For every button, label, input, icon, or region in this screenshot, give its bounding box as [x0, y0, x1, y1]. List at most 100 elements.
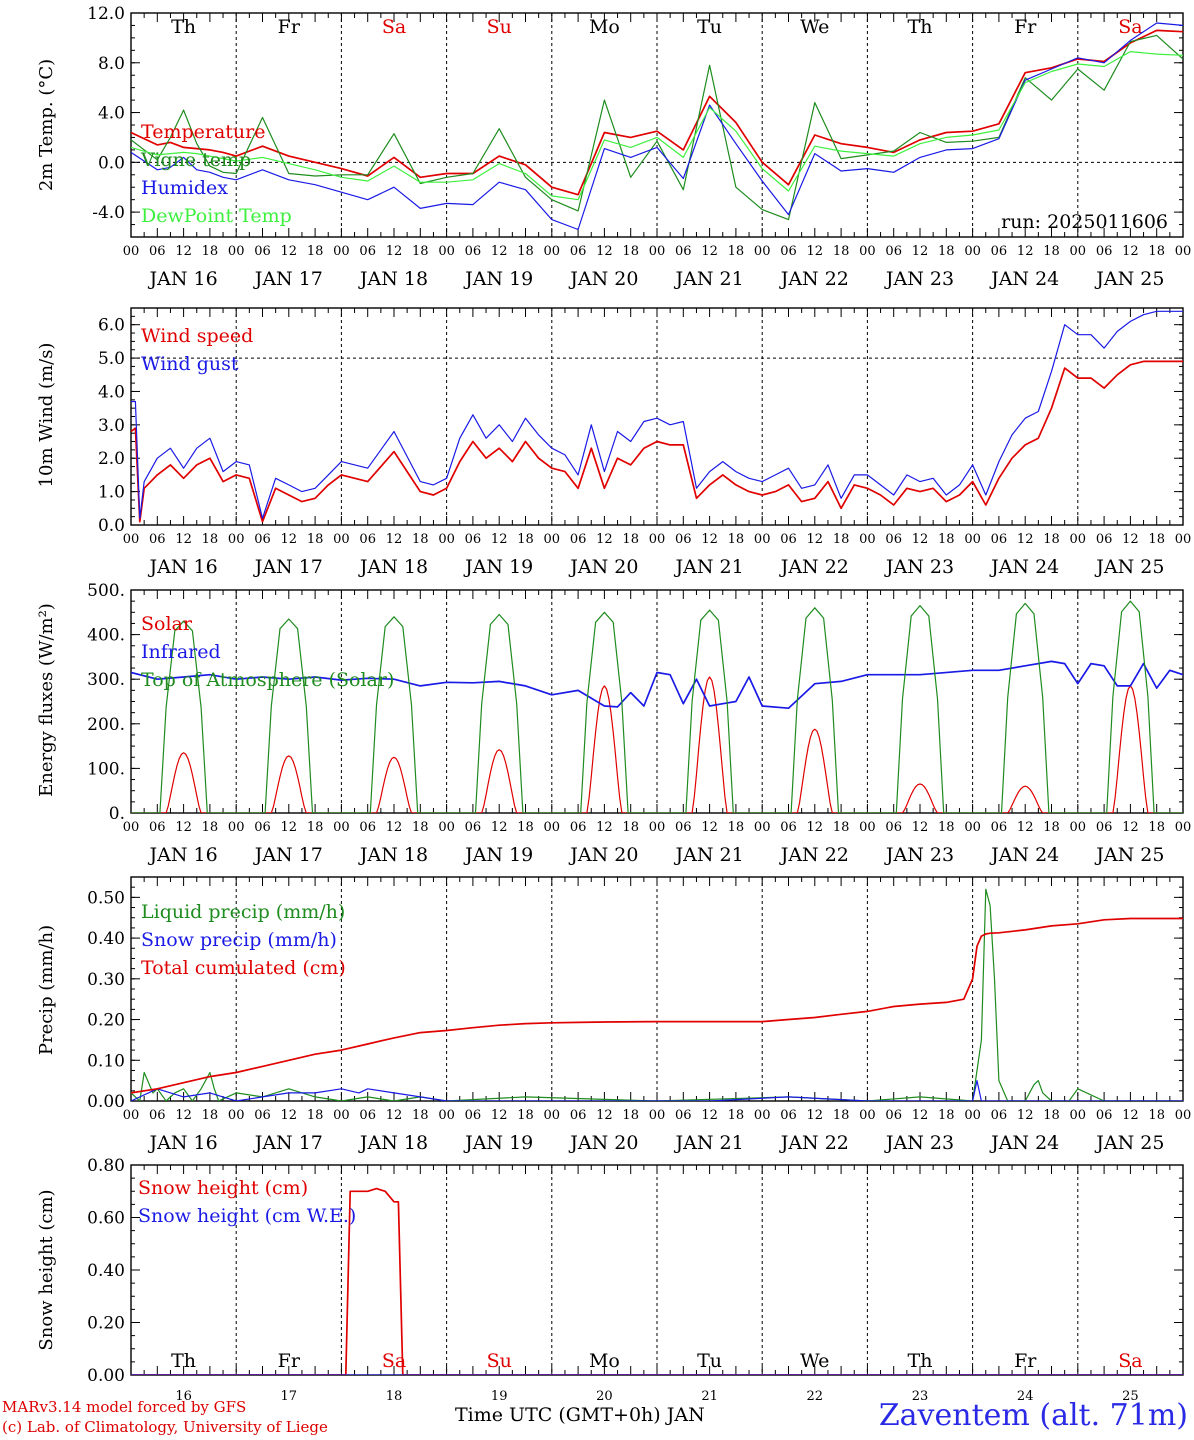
- hour-tick-label: 00: [964, 244, 981, 259]
- hour-tick-label: 12: [175, 820, 192, 835]
- station-label: Zaventem (alt. 71m): [878, 1398, 1188, 1433]
- hour-tick-label: 00: [123, 532, 140, 547]
- hour-tick-label: 00: [964, 820, 981, 835]
- panel-4: 0.00 0.10 0.20 0.30 0.40 0.50 Precip (mm/h) 00 0…: [36, 876, 1192, 1154]
- weekday-label: Th: [908, 16, 933, 38]
- hour-tick-label: 06: [149, 244, 166, 259]
- day-label: JAN 20: [568, 556, 638, 578]
- legend-entry: Snow height (cm): [138, 1177, 308, 1199]
- hour-tick-label: 12: [912, 1108, 929, 1123]
- hour-tick-label: 00: [649, 820, 666, 835]
- weekday-label: We: [800, 16, 829, 38]
- series-line-total-cumulated-cm-: [131, 917, 1183, 1094]
- panel-3: 0. 100. 200. 300. 400. 500. Energy fluxes (W/m…: [36, 581, 1191, 866]
- hour-tick-label: 12: [491, 1108, 508, 1123]
- hour-tick-label: 00: [964, 532, 981, 547]
- day-label: JAN 23: [884, 268, 954, 290]
- legend-entry: Vigne temp: [140, 149, 251, 171]
- hour-tick-label: 18: [202, 244, 219, 259]
- y-tick-label: 0.20: [87, 1011, 125, 1031]
- hour-tick-label: 12: [386, 1108, 403, 1123]
- hour-tick-label: 00: [859, 532, 876, 547]
- hour-tick-label: 00: [859, 1108, 876, 1123]
- hour-tick-label: 12: [281, 532, 298, 547]
- hour-tick-label: 06: [254, 1108, 271, 1123]
- plot-frame: [130, 589, 1184, 814]
- y-tick-label: 0.0: [98, 516, 125, 536]
- y-tick-label: 0.50: [87, 888, 125, 908]
- day-number-label: 25: [1122, 1389, 1139, 1404]
- day-label: JAN 18: [358, 844, 428, 866]
- hour-tick-label: 06: [991, 244, 1008, 259]
- hour-tick-label: 00: [333, 1108, 350, 1123]
- hour-tick-label: 00: [1175, 1108, 1192, 1123]
- series-group: [131, 1187, 1183, 1375]
- y-tick-label: 0.10: [87, 1051, 125, 1071]
- hour-tick-label: 12: [596, 244, 613, 259]
- legend-entry: Snow precip (mm/h): [141, 929, 337, 951]
- weekday-label: Th: [908, 1350, 933, 1372]
- hour-tick-label: 18: [307, 244, 324, 259]
- hour-tick-label: 06: [570, 1108, 587, 1123]
- panel-2: 0.0 1.0 2.0 3.0 4.0 5.0 6.0 10m Wind (m/s) 00 06 1…: [36, 307, 1191, 578]
- hour-tick-label: 18: [938, 244, 955, 259]
- weekday-label: Th: [171, 1350, 196, 1372]
- hour-tick-label: 12: [1017, 820, 1034, 835]
- hour-tick-label: 00: [228, 1108, 245, 1123]
- series-line-snow-precip-mm-h-: [131, 1080, 1183, 1101]
- hour-tick-label: 00: [754, 820, 771, 835]
- day-label: JAN 22: [779, 556, 849, 578]
- hour-tick-label: 00: [438, 820, 455, 835]
- y-tick-label: 0.60: [87, 1209, 125, 1229]
- y-tick-label: 100.: [87, 759, 125, 779]
- day-label: JAN 23: [884, 1132, 954, 1154]
- hour-tick-label: 06: [675, 820, 692, 835]
- hour-tick-label: 06: [465, 244, 482, 259]
- legend-entry: Wind gust: [141, 353, 239, 375]
- hour-tick-label: 18: [202, 1108, 219, 1123]
- hour-tick-label: 06: [675, 532, 692, 547]
- day-label: JAN 18: [358, 556, 428, 578]
- hour-tick-label: 12: [175, 532, 192, 547]
- series-group: [131, 22, 1183, 231]
- hour-tick-label: 00: [544, 244, 561, 259]
- hour-tick-label: 06: [1096, 532, 1113, 547]
- hour-tick-label: 00: [1070, 1108, 1087, 1123]
- weekday-label: Su: [487, 1350, 512, 1372]
- day-label: JAN 18: [358, 268, 428, 290]
- hour-tick-label: 18: [938, 1108, 955, 1123]
- hour-tick-label: 12: [807, 244, 824, 259]
- hour-tick-label: 12: [175, 1108, 192, 1123]
- hour-tick-label: 12: [1122, 820, 1139, 835]
- hour-tick-label: 00: [964, 1108, 981, 1123]
- y-tick-label: 200.: [87, 715, 125, 735]
- hour-tick-label: 12: [701, 820, 718, 835]
- hour-tick-label: 18: [517, 244, 534, 259]
- series-line-wind-speed: [131, 360, 1183, 523]
- day-number-label: 23: [912, 1389, 929, 1404]
- series-group: [131, 888, 1183, 1101]
- hour-tick-label: 06: [570, 244, 587, 259]
- y-tick-label: 0.: [109, 804, 125, 824]
- hour-tick-label: 12: [281, 244, 298, 259]
- hour-tick-label: 18: [307, 532, 324, 547]
- hour-tick-label: 12: [386, 820, 403, 835]
- hour-tick-label: 00: [754, 1108, 771, 1123]
- day-number-label: 24: [1017, 1389, 1034, 1404]
- hour-tick-label: 18: [307, 1108, 324, 1123]
- hour-tick-label: 06: [991, 820, 1008, 835]
- series-line-infrared: [131, 660, 1183, 710]
- y-tick-label: 300.: [87, 670, 125, 690]
- legend-entry: Wind speed: [141, 325, 253, 347]
- hour-tick-label: 06: [359, 820, 376, 835]
- hour-tick-label: 06: [885, 1108, 902, 1123]
- hour-tick-label: 12: [1122, 244, 1139, 259]
- weekday-label: Fr: [278, 16, 301, 38]
- hour-tick-label: 00: [859, 244, 876, 259]
- day-label: JAN 21: [674, 1132, 744, 1154]
- day-label: JAN 16: [148, 268, 218, 290]
- hour-tick-label: 18: [1148, 820, 1165, 835]
- hour-tick-label: 00: [438, 244, 455, 259]
- hour-tick-label: 18: [622, 1108, 639, 1123]
- hour-tick-label: 06: [359, 1108, 376, 1123]
